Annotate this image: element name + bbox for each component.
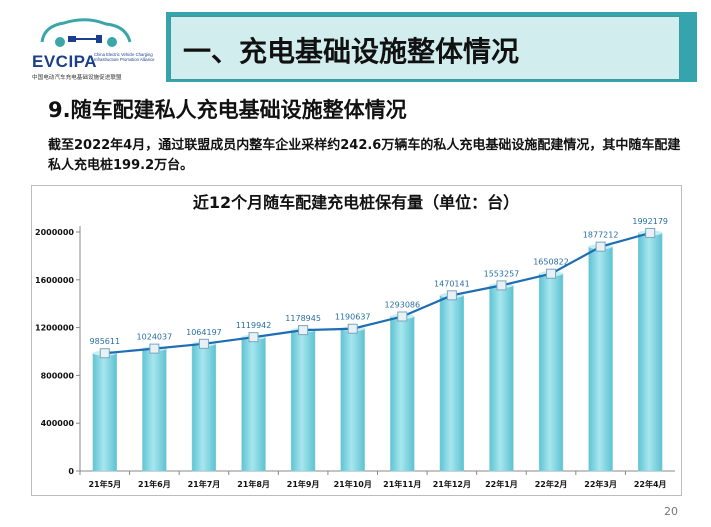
page-title: 一、充电基础设施整体情况 <box>183 35 520 68</box>
x-tick-label: 21年5月 <box>88 479 121 489</box>
x-tick-label: 22年2月 <box>535 479 568 489</box>
chart-title: 近12个月随车配建充电桩保有量（单位：台） <box>193 193 519 212</box>
car-logo-icon <box>40 18 132 47</box>
trend-line <box>104 231 651 355</box>
data-label: 1190637 <box>335 313 371 322</box>
line-marker <box>298 325 309 336</box>
bar <box>638 232 663 472</box>
page-number: 20 <box>664 505 678 518</box>
chart-frame: 近12个月随车配建充电桩保有量（单位：台） 0 400000 800000 12000… <box>31 185 682 496</box>
line-marker <box>496 280 507 291</box>
data-label: 1992179 <box>632 217 668 226</box>
bar <box>191 343 217 472</box>
line-marker <box>645 227 656 238</box>
data-label: 1553257 <box>484 269 520 278</box>
bar <box>142 348 167 472</box>
line-marker <box>99 348 110 359</box>
line-marker <box>397 311 408 322</box>
section-subtitle: 9.随车配建私人充电基础设施整体情况 <box>48 98 407 122</box>
bar <box>92 352 117 472</box>
x-tick-label: 21年7月 <box>188 479 221 489</box>
data-label: 1877212 <box>583 231 619 240</box>
x-tick-label: 21年10月 <box>334 479 372 489</box>
bar <box>538 273 564 472</box>
y-tick-label: 800000 <box>41 371 75 380</box>
line-marker <box>595 241 606 252</box>
data-label: 1470141 <box>434 279 470 288</box>
data-label: 1293086 <box>384 300 420 309</box>
y-tick-label: 1200000 <box>35 324 74 333</box>
data-label: 1064197 <box>186 328 222 337</box>
logo-name: EVCIPA <box>32 52 98 71</box>
bar <box>489 285 514 472</box>
line-marker <box>248 332 259 343</box>
line-marker <box>198 338 209 349</box>
section-description: 截至2022年4月，通过联盟成员内整车企业采样约242.6万辆车的私人充电基础设… <box>48 138 681 173</box>
bar <box>588 246 613 472</box>
line-marker <box>149 343 160 354</box>
bar <box>340 328 365 472</box>
y-tick-label: 2000000 <box>35 228 74 237</box>
y-tick-label: 400000 <box>41 419 75 428</box>
x-tick-label: 21年8月 <box>237 479 270 489</box>
x-tick-label: 21年11月 <box>383 479 421 489</box>
line-marker <box>546 268 557 279</box>
data-label: 1024037 <box>137 333 173 342</box>
bar <box>290 329 316 472</box>
x-tick-label: 22年4月 <box>634 479 667 489</box>
data-label: 1650822 <box>533 258 569 267</box>
y-tick-label: 1600000 <box>35 276 74 285</box>
bar <box>439 295 465 472</box>
logo-chinese-name: 中国电动汽车充电基础设施促进联盟 <box>32 75 122 81</box>
evcipa-logo: EVCIPA China Electric Vehicle Charging I… <box>30 12 160 86</box>
data-label: 985611 <box>90 337 121 346</box>
data-label: 1178945 <box>285 314 321 323</box>
y-tick-label: 0 <box>68 467 74 476</box>
bar-line-chart: 近12个月随车配建充电桩保有量（单位：台） 0 400000 800000 12000… <box>35 193 675 489</box>
line-marker <box>347 323 358 334</box>
line-marker <box>446 290 457 301</box>
title-box: 一、充电基础设施整体情况 <box>170 16 680 80</box>
bar <box>241 336 266 472</box>
x-tick-label: 21年6月 <box>138 479 171 489</box>
x-tick-label: 22年3月 <box>584 479 617 489</box>
logo-english-name: China Electric Vehicle Charging Infrastr… <box>94 52 155 62</box>
x-tick-label: 21年12月 <box>433 479 471 489</box>
bar <box>390 316 415 472</box>
x-tick-label: 21年9月 <box>287 479 320 489</box>
data-label: 1119942 <box>236 321 272 330</box>
x-tick-label: 22年1月 <box>485 479 518 489</box>
